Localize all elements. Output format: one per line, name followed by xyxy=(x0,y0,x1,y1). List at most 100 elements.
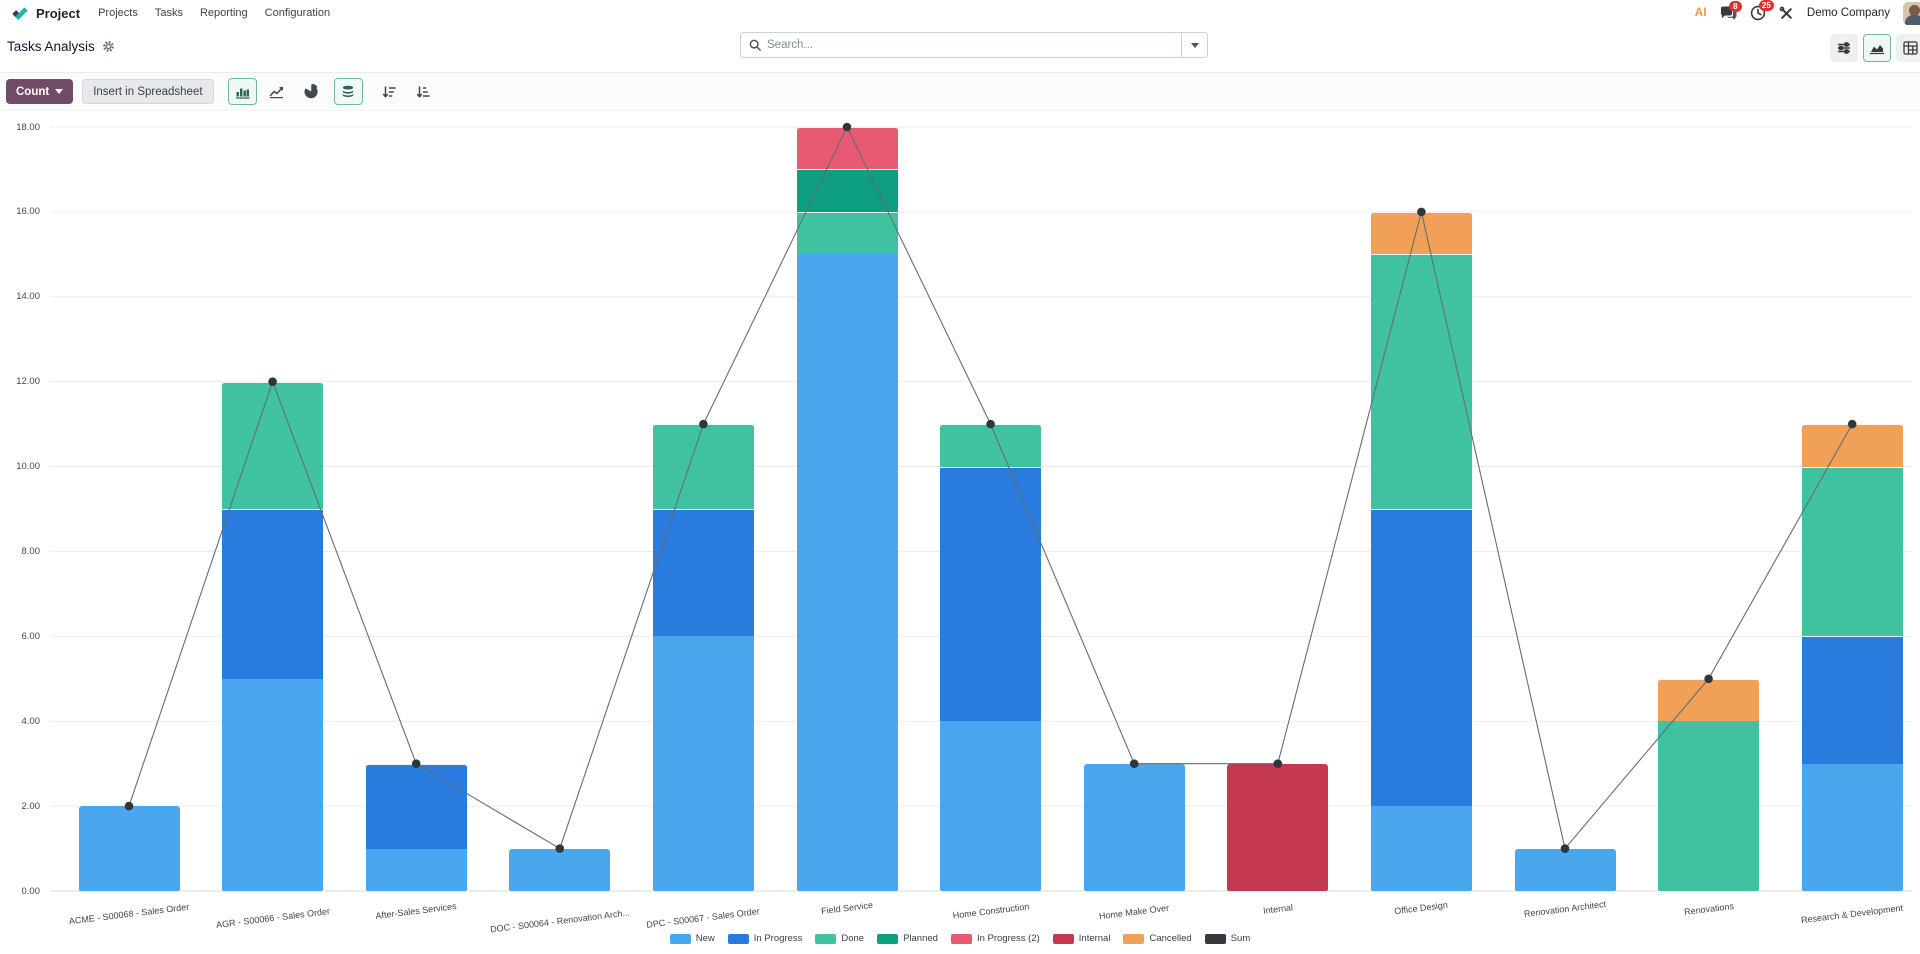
top-navbar: Project Projects Tasks Reporting Configu… xyxy=(0,0,1920,26)
filters-sliders-button[interactable] xyxy=(1830,34,1858,62)
app-name[interactable]: Project xyxy=(36,5,81,21)
messages-icon[interactable]: 8 xyxy=(1720,0,1742,21)
line-chart-button[interactable] xyxy=(262,78,291,105)
measures-label: Count xyxy=(16,85,50,98)
bar-chart-button[interactable] xyxy=(227,78,257,105)
legend-item-done[interactable]: Done xyxy=(815,933,864,944)
bar-segment-done[interactable] xyxy=(222,381,324,509)
ai-icon[interactable]: AI xyxy=(1694,7,1707,19)
page-title: Tasks Analysis xyxy=(7,39,95,54)
stacked-toggle-button[interactable] xyxy=(333,78,363,105)
legend-item-cancelled[interactable]: Cancelled xyxy=(1123,933,1192,944)
user-avatar[interactable] xyxy=(1903,1,1920,25)
bar-segment-done[interactable] xyxy=(796,211,898,255)
x-axis-label: Renovation Architect xyxy=(1523,899,1607,919)
bar-segment-cancelled[interactable] xyxy=(1658,678,1760,722)
sliders-icon xyxy=(1838,42,1850,54)
search-icon xyxy=(749,39,761,51)
bar-segment-new[interactable] xyxy=(365,848,467,891)
sort-ascending-button[interactable] xyxy=(409,78,438,105)
bar-segment-in-progress[interactable] xyxy=(222,509,324,679)
insert-in-spreadsheet-button[interactable]: Insert in Spreadsheet xyxy=(82,79,214,104)
search-bar xyxy=(740,32,1208,58)
company-name[interactable]: Demo Company xyxy=(1806,7,1890,19)
legend-item-sum[interactable]: Sum xyxy=(1204,933,1250,944)
bar-segment-done[interactable] xyxy=(1370,254,1472,509)
bar-segment-new[interactable] xyxy=(652,636,754,891)
x-axis-label: DPC - S00067 - Sales Order xyxy=(646,906,761,930)
y-axis-tick: 6.00 xyxy=(21,630,41,642)
legend-item-new[interactable]: New xyxy=(669,933,715,944)
gear-icon[interactable] xyxy=(102,40,115,53)
activities-clock-icon[interactable]: 25 xyxy=(1750,0,1774,21)
bar-segment-new[interactable] xyxy=(796,254,898,891)
bar-segment-in-progress[interactable] xyxy=(1801,636,1903,764)
bar-segment-new[interactable] xyxy=(1514,848,1616,891)
menu-projects[interactable]: Projects xyxy=(98,7,138,19)
bar-segment-done[interactable] xyxy=(1801,466,1903,637)
menu-tasks[interactable]: Tasks xyxy=(154,7,183,19)
bar-segment-cancelled[interactable] xyxy=(1370,211,1472,255)
tasks-analysis-chart: ACME - S00068 - Sales Order AGR - S00066 … xyxy=(0,112,1920,954)
bar-segment-internal[interactable] xyxy=(1227,763,1329,891)
search-dropdown-toggle[interactable] xyxy=(1181,33,1207,57)
x-axis-label: Office Design xyxy=(1394,899,1449,917)
graph-view-button[interactable] xyxy=(1863,34,1891,62)
messages-badge: 8 xyxy=(1728,0,1742,12)
bar-segment-in-progress[interactable] xyxy=(652,509,754,637)
x-axis-label: ACME - S00068 - Sales Order xyxy=(68,901,190,927)
bar-segment-in-progress-2-[interactable] xyxy=(796,127,898,170)
bar-segment-cancelled[interactable] xyxy=(1801,424,1903,467)
y-axis-tick: 16.00 xyxy=(16,206,40,218)
bar-segment-new[interactable] xyxy=(78,806,180,891)
bar-segment-planned[interactable] xyxy=(796,169,898,212)
y-axis-tick: 10.00 xyxy=(16,461,40,473)
bar-segment-new[interactable] xyxy=(1801,763,1903,891)
legend-item-in-progress-2-[interactable]: In Progress (2) xyxy=(950,933,1040,944)
line-chart-icon xyxy=(269,86,283,98)
bar-segment-in-progress[interactable] xyxy=(1370,509,1472,807)
bar-segment-in-progress[interactable] xyxy=(365,763,467,849)
measures-dropdown-button[interactable]: Count xyxy=(6,79,74,104)
search-input[interactable] xyxy=(767,39,1173,51)
legend-swatch xyxy=(1204,933,1226,944)
bar-segment-new[interactable] xyxy=(940,721,1042,891)
legend-item-internal[interactable]: Internal xyxy=(1052,933,1111,944)
graph-view-icon xyxy=(1870,45,1884,55)
y-axis-tick: 2.00 xyxy=(21,800,41,812)
sort-group xyxy=(375,78,438,105)
menu-reporting[interactable]: Reporting xyxy=(199,7,248,19)
bar-segment-new[interactable] xyxy=(222,678,324,891)
bar-segment-done[interactable] xyxy=(652,424,754,509)
search-left xyxy=(741,33,1181,57)
view-switcher xyxy=(1830,34,1920,62)
legend-swatch xyxy=(950,933,972,944)
bar-segment-done[interactable] xyxy=(940,424,1042,467)
sort-descending-button[interactable] xyxy=(375,78,404,105)
tools-wrench-icon[interactable] xyxy=(1779,6,1794,21)
breadcrumb-row: Tasks Analysis xyxy=(0,26,1920,72)
pivot-view-button[interactable] xyxy=(1896,34,1920,62)
pie-chart-button[interactable] xyxy=(296,78,325,105)
bar-segment-new[interactable] xyxy=(1370,806,1472,891)
legend-label: In Progress (2) xyxy=(976,933,1040,944)
legend-label: Internal xyxy=(1078,933,1111,944)
legend-label: Planned xyxy=(903,933,938,944)
legend-swatch xyxy=(727,933,749,944)
pie-chart-icon xyxy=(304,84,318,99)
bar-segment-new[interactable] xyxy=(1083,763,1185,891)
legend-item-in-progress[interactable]: In Progress xyxy=(727,933,802,944)
legend-label: New xyxy=(695,933,715,944)
bar-segment-new[interactable] xyxy=(509,848,611,891)
y-axis-tick: 0.00 xyxy=(21,885,41,897)
bar-segment-done[interactable] xyxy=(1658,721,1760,891)
legend-swatch xyxy=(1123,933,1145,944)
bar-segment-in-progress[interactable] xyxy=(940,466,1042,722)
menu-configuration[interactable]: Configuration xyxy=(264,7,331,19)
sort-ascending-icon xyxy=(416,85,430,98)
project-app-icon[interactable] xyxy=(10,5,29,22)
stacked-icon xyxy=(342,85,354,97)
y-axis-tick: 14.00 xyxy=(16,291,40,303)
chart-type-group xyxy=(227,78,325,105)
legend-item-planned[interactable]: Planned xyxy=(877,933,938,944)
